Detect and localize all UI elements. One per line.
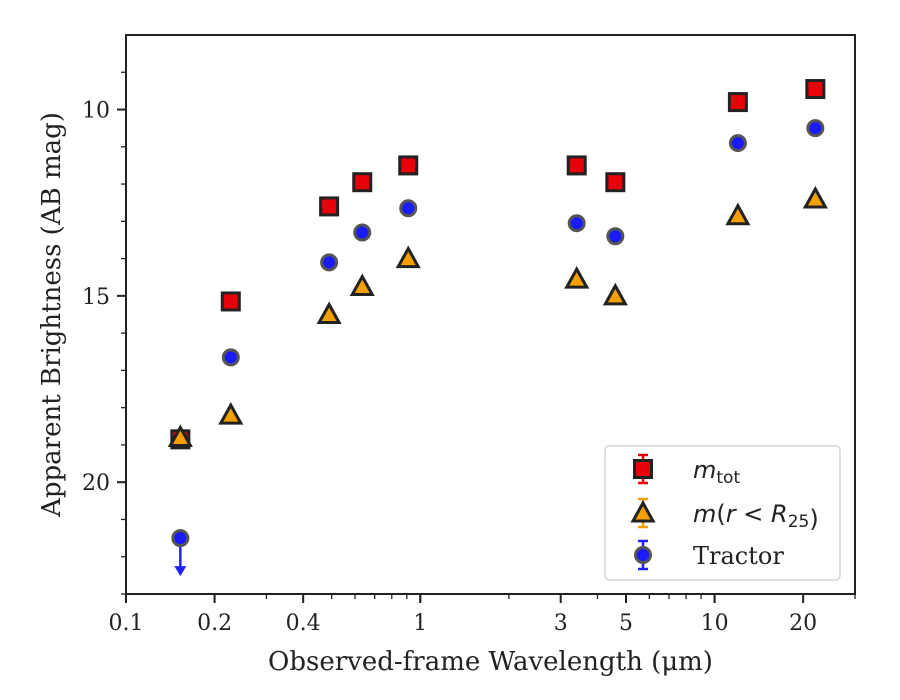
y-axis-label: Apparent Brightness (AB mag): [37, 112, 67, 518]
x-tick-label: 20: [789, 611, 817, 636]
legend-box: [604, 445, 841, 581]
series-triangle: [167, 185, 828, 447]
legend: mtot m(r < R25) Tractor: [604, 445, 841, 581]
data-point-circle: [606, 227, 625, 246]
data-point-triangle: [602, 282, 628, 306]
data-point-triangle: [316, 301, 342, 324]
data-point-circle: [567, 214, 586, 233]
data-point-triangle: [725, 202, 751, 226]
legend-label: Tractor: [693, 542, 784, 570]
y-axis: 10 15 20: [82, 71, 126, 595]
data-point-triangle: [802, 185, 828, 209]
y-tick-label: 15: [82, 285, 110, 310]
x-tick-label: 5: [619, 611, 633, 636]
data-point-circle: [806, 119, 825, 138]
data-point-triangle: [395, 245, 421, 269]
data-point-circle: [320, 253, 339, 272]
axes-frame: [125, 34, 856, 595]
series-layer: [167, 79, 828, 577]
legend-marker-square: [633, 459, 653, 479]
data-point-square: [605, 172, 626, 193]
legend-marker-circle: [634, 546, 652, 564]
legend-marker-triangle: [630, 499, 656, 523]
data-point-square: [398, 155, 419, 176]
data-point-circle: [728, 134, 747, 153]
legend-label: m(r < R25): [693, 500, 819, 533]
legend-label: mtot: [693, 456, 740, 488]
data-point-circle: [171, 529, 190, 548]
data-point-triangle: [167, 424, 193, 447]
data-point-circle: [221, 348, 240, 367]
data-point-triangle: [218, 402, 244, 425]
data-point-square: [566, 155, 587, 176]
data-point-circle: [399, 199, 418, 218]
x-tick-label: 10: [701, 611, 729, 636]
series-square: [170, 79, 826, 450]
x-tick-label: 3: [554, 611, 568, 636]
data-point-triangle: [564, 266, 590, 289]
x-tick-label: 0.4: [286, 611, 321, 636]
plot-area: [125, 34, 856, 595]
x-tick-label: 1: [413, 611, 427, 636]
series-circle: [171, 119, 825, 577]
x-tick-label: 0.2: [197, 611, 232, 636]
data-point-square: [805, 79, 826, 100]
upper-limit-arrow-head: [174, 566, 187, 577]
y-tick-label: 20: [82, 471, 110, 496]
x-axis-label: Observed-frame Wavelength (μm): [268, 647, 713, 677]
data-point-square: [727, 92, 748, 113]
data-point-square: [352, 172, 373, 193]
x-axis: 0.1 0.2 0.4 1 3 5 10 20: [109, 594, 856, 636]
data-point-square: [220, 291, 241, 312]
data-point-square: [319, 196, 340, 217]
y-tick-label: 10: [82, 99, 110, 124]
data-point-circle: [353, 223, 372, 242]
data-point-triangle: [349, 273, 375, 297]
x-tick-label: 0.1: [109, 611, 144, 636]
